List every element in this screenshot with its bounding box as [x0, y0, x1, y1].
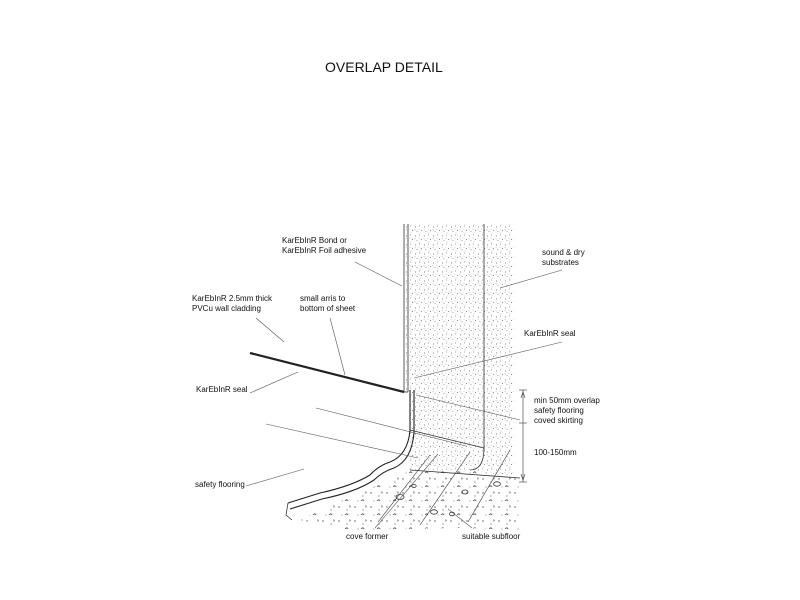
label-overlap-line1: min 50mm overlap: [534, 396, 600, 405]
label-arris-line1: small arris to: [300, 294, 346, 303]
label-substrates-line1: sound & dry: [542, 248, 585, 257]
diagram-title: OVERLAP DETAIL: [325, 59, 443, 75]
callout-labels: KarEbInR Bond or KarEbInR Foil adhesive …: [192, 236, 600, 541]
leader-lines: [245, 261, 563, 529]
label-seal-right: KarEbInR seal: [524, 329, 576, 338]
label-cladding-line1: KarEbInR 2.5mm thick: [192, 294, 273, 303]
label-bond-line2: KarEbInR Foil adhesive: [282, 246, 367, 255]
subfloor-slab: [300, 449, 521, 530]
label-height: 100-150mm: [534, 448, 577, 457]
label-overlap-line2: safety flooring: [534, 406, 584, 415]
label-subfloor: suitable subfloor: [462, 532, 521, 541]
label-seal-left: KarEbInR seal: [196, 385, 248, 394]
label-bond-line1: KarEbInR Bond or: [282, 236, 347, 245]
label-safety-flooring: safety flooring: [195, 480, 245, 489]
coved-safety-flooring: [285, 390, 485, 521]
label-arris-line2: bottom of sheet: [300, 304, 356, 313]
label-cladding-line2: PVCu wall cladding: [192, 304, 261, 313]
height-dimension: [519, 389, 527, 483]
label-substrates-line2: substrates: [542, 258, 579, 267]
label-cove-former: cove former: [346, 532, 389, 541]
label-overlap-line3: coved skirting: [534, 416, 583, 425]
wall-cladding-sheet: [249, 224, 409, 394]
